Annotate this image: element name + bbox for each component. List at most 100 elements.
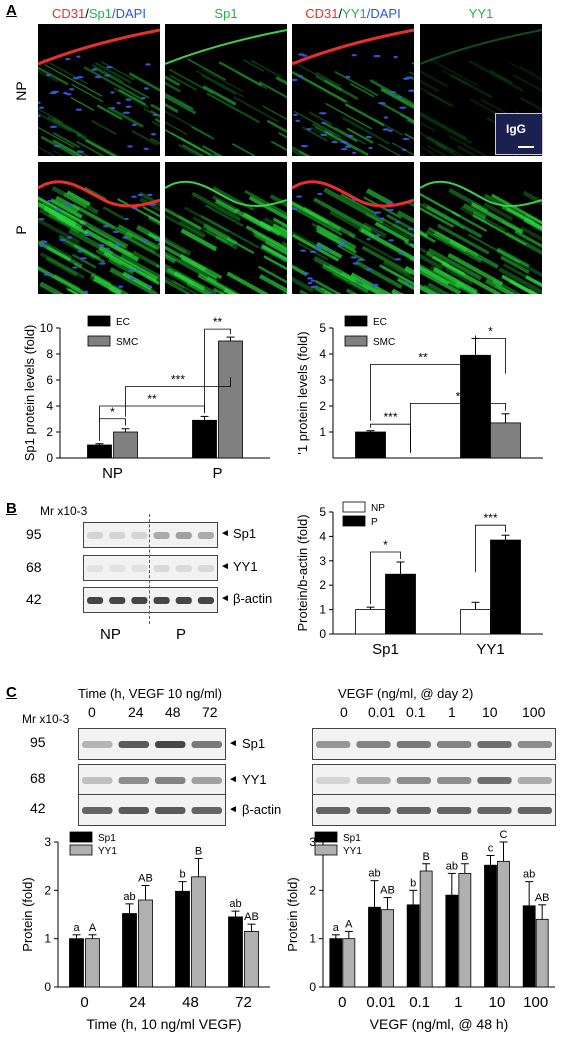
blot-b-sp1 [83, 522, 218, 548]
bar-SMC-P [218, 340, 243, 459]
micrograph-np-merge-sp1 [38, 24, 160, 156]
legend-label-YY1: YY1 [98, 846, 117, 857]
y-tick-label: 5 [319, 505, 326, 519]
legend-label-P: P [371, 517, 378, 528]
bar-EC-1 [460, 354, 491, 459]
igg-label: IgG [506, 122, 526, 136]
band [191, 807, 222, 814]
group-letter: ab [368, 868, 380, 880]
significance-bracket [370, 551, 401, 605]
band [82, 741, 113, 748]
band [118, 741, 149, 748]
group-letter: ab [229, 898, 241, 910]
bar-YY1-100 [535, 918, 549, 988]
micrograph-np-sp1 [165, 24, 287, 156]
micrograph-p-merge-yy1 [292, 162, 414, 294]
bar-Sp1-1 [445, 894, 459, 988]
band [155, 807, 186, 814]
band [197, 565, 214, 572]
y-tick-label: 3 [319, 554, 326, 568]
blot-c-time-yy1 [78, 764, 226, 796]
legend-label-EC: EC [116, 317, 130, 328]
band [316, 741, 351, 748]
time-title: Time (h, VEGF 10 ng/ml) [78, 686, 222, 701]
band-arrow-b-yy1: ◄ [220, 561, 230, 572]
legend-swatch-YY1 [314, 844, 338, 856]
significance-bracket [410, 403, 506, 453]
band-label-b-yy1: YY1 [233, 559, 258, 574]
bar-EC-NP [87, 444, 112, 459]
bar-SMC-NP [113, 431, 138, 459]
bar-Sp1-0 [329, 938, 343, 988]
significance-label: ** [213, 315, 223, 329]
group-label-np: NP [100, 626, 121, 643]
bar-EC-P [192, 419, 217, 459]
y-tick-label: 4 [319, 347, 326, 361]
bar-NP-Sp1 [355, 609, 386, 635]
bar-YY1-48 [191, 876, 206, 988]
x-tick-label: 1 [454, 994, 462, 1011]
y-axis-label: Protein (fold) [285, 877, 300, 951]
band-arrow-c-sp1: ◄ [228, 738, 238, 749]
band-label-c-actin: β-actin [242, 802, 282, 817]
band [131, 532, 148, 539]
y-tick-label: 4 [319, 529, 326, 543]
lane-label-time-0: 0 [88, 704, 96, 720]
blot-c-vegf-actin [312, 794, 556, 826]
band [316, 777, 351, 784]
lane-label-time-3: 72 [202, 704, 218, 720]
band-label-b-sp1: Sp1 [233, 526, 257, 541]
blot-c-vegf-yy1 [312, 764, 556, 796]
significance-label: * [110, 405, 115, 419]
band [153, 597, 170, 604]
band [197, 532, 214, 539]
significance-bracket [99, 405, 205, 422]
band [118, 777, 149, 784]
y-tick-label: 3 [44, 835, 51, 849]
blot-b-actin [83, 587, 218, 613]
band [109, 565, 126, 572]
band [396, 741, 431, 748]
bar-Sp1-0.01 [368, 906, 381, 988]
mw-marker-b-yy1: 68 [26, 559, 42, 575]
significance-bracket [125, 377, 231, 417]
band [517, 741, 552, 748]
y-axis-label: Sp1 protein levels (fold) [22, 325, 37, 462]
band [437, 807, 472, 814]
band [316, 807, 351, 814]
band [131, 597, 148, 604]
column-header-3: CD31/YY1/DAPI [305, 6, 401, 21]
mw-marker-c-actin: 42 [30, 800, 46, 816]
band [396, 807, 431, 814]
bar-Sp1-48 [175, 890, 190, 988]
group-letter: b [410, 877, 416, 889]
y-axis-label: Protein (fold) [20, 877, 35, 951]
group-letter: AB [244, 911, 259, 923]
legend-label-SMC: SMC [116, 337, 138, 348]
band [477, 807, 512, 814]
group-letter: AB [380, 885, 395, 897]
y-tick-label: 0 [309, 980, 316, 994]
band [87, 597, 104, 604]
bar-Sp1-24 [122, 913, 137, 988]
y-tick-label: 2 [319, 578, 326, 592]
micrograph-p-sp1 [165, 162, 287, 294]
bar-Sp1-72 [228, 916, 243, 988]
band [191, 777, 222, 784]
group-letter: B [422, 851, 429, 863]
mr-label-b: Mr x10-3 [40, 504, 88, 518]
y-tick-label: 0 [46, 451, 53, 465]
x-tick-label: 100 [523, 994, 548, 1011]
bar-Sp1-0.1 [406, 904, 420, 988]
blot-b-yy1 [83, 555, 218, 581]
mw-marker-c-sp1: 95 [30, 734, 46, 750]
bar-Sp1-100 [522, 905, 536, 988]
y-tick-label: 10 [40, 321, 54, 335]
band [109, 532, 126, 539]
x-tick-label: 0 [80, 994, 88, 1011]
mw-marker-b-actin: 42 [26, 591, 42, 607]
band [109, 597, 126, 604]
group-letter: ab [446, 860, 458, 872]
band [82, 807, 113, 814]
column-header-1: CD31/Sp1/DAPI [52, 6, 146, 21]
